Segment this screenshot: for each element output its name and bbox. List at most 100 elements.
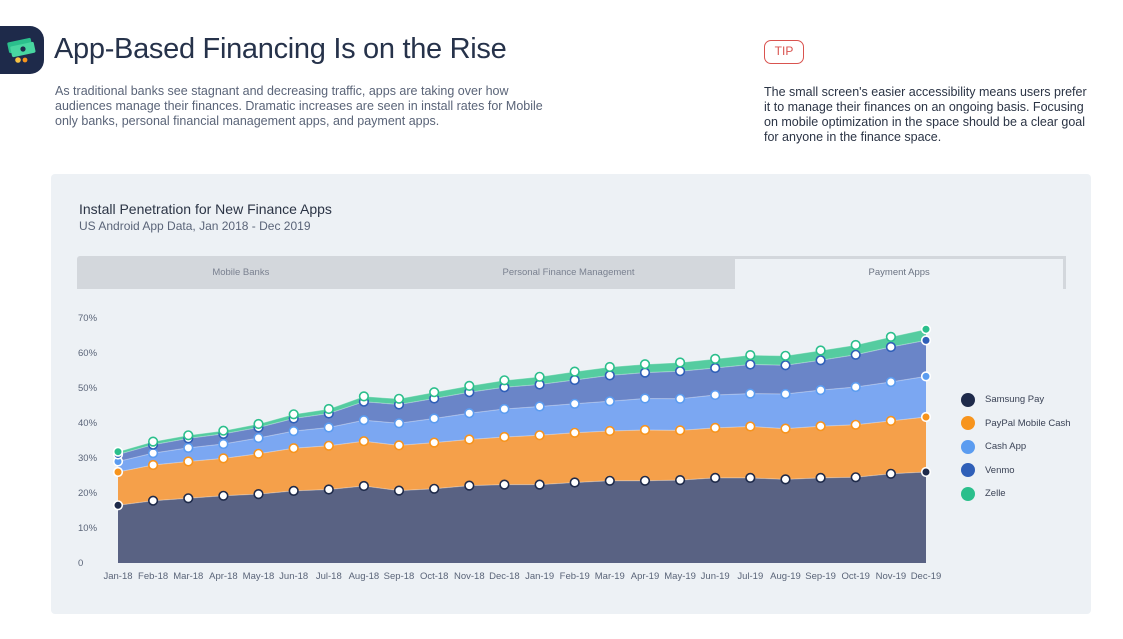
point-samsung-pay: [569, 477, 580, 488]
point-zelle: [288, 409, 299, 420]
point-samsung-pay: [147, 495, 159, 506]
point-zelle: [358, 391, 370, 402]
point-paypal-mobile-cash: [674, 425, 686, 436]
point-zelle: [183, 430, 194, 441]
point-venmo: [920, 335, 932, 346]
point-venmo: [674, 366, 686, 377]
legend-item-paypal-mobile-cash[interactable]: PayPal Mobile Cash: [961, 412, 1086, 436]
point-zelle: [639, 359, 651, 370]
point-paypal-mobile-cash: [885, 415, 897, 426]
point-samsung-pay: [850, 472, 861, 483]
point-zelle: [464, 380, 475, 391]
point-paypal-mobile-cash: [639, 424, 651, 436]
point-cash-app: [710, 389, 721, 401]
point-paypal-mobile-cash: [745, 421, 756, 432]
legend-swatch: [961, 486, 975, 501]
point-zelle: [147, 436, 159, 447]
tab-personal-finance-management[interactable]: Personal Finance Management: [502, 267, 635, 278]
legend-swatch: [961, 439, 975, 454]
point-cash-app: [183, 442, 194, 454]
x-tick-label: May-18: [243, 571, 275, 582]
x-tick-label: Feb-18: [138, 571, 168, 582]
point-samsung-pay: [534, 479, 545, 490]
point-paypal-mobile-cash: [464, 434, 475, 445]
point-zelle: [885, 331, 897, 342]
point-paypal-mobile-cash: [393, 440, 405, 451]
point-samsung-pay: [429, 483, 440, 494]
legend-item-venmo[interactable]: Venmo: [961, 459, 1086, 483]
legend-item-cash-app[interactable]: Cash App: [961, 435, 1086, 459]
point-cash-app: [499, 403, 510, 415]
point-paypal-mobile-cash: [218, 453, 229, 464]
line-zelle: [117, 328, 927, 453]
point-cash-app: [569, 398, 580, 409]
point-zelle: [850, 339, 861, 351]
point-paypal-mobile-cash: [112, 466, 124, 478]
x-tick-label: Aug-18: [349, 571, 380, 582]
point-cash-app: [429, 413, 440, 424]
point-samsung-pay: [253, 489, 264, 500]
point-paypal-mobile-cash: [147, 459, 159, 471]
point-samsung-pay: [358, 480, 370, 492]
point-paypal-mobile-cash: [499, 431, 510, 443]
x-tick-label: Apr-19: [631, 571, 660, 582]
point-cash-app: [288, 426, 299, 437]
point-zelle: [253, 418, 264, 430]
point-paypal-mobile-cash: [288, 443, 299, 454]
point-zelle: [815, 345, 826, 356]
legend-label: Zelle: [985, 488, 1006, 500]
legend-item-zelle[interactable]: Zelle: [961, 482, 1086, 506]
chart-title: Install Penetration for New Finance Apps: [79, 201, 332, 217]
point-samsung-pay: [288, 485, 299, 497]
y-tick-label: 0: [78, 558, 83, 569]
tab-mobile-banks[interactable]: Mobile Banks: [212, 267, 270, 278]
point-cash-app: [920, 371, 932, 382]
point-venmo: [885, 341, 897, 353]
area-venmo: [118, 340, 926, 462]
tip-badge: TIP: [764, 40, 804, 64]
chart-legend: Samsung Pay PayPal Mobile Cash Cash App …: [961, 388, 1086, 506]
point-paypal-mobile-cash: [604, 425, 615, 437]
line-cash-app: [117, 375, 927, 462]
tab-payment-apps[interactable]: Payment Apps: [732, 256, 1067, 289]
point-venmo: [815, 355, 826, 366]
point-paypal-mobile-cash: [323, 440, 334, 451]
area-samsung-pay: [118, 472, 926, 563]
point-paypal-mobile-cash: [920, 411, 932, 423]
x-tick-label: Mar-19: [595, 571, 625, 582]
y-tick-label: 50%: [78, 383, 98, 394]
point-cash-app: [674, 393, 686, 404]
point-zelle: [112, 446, 124, 457]
point-venmo: [710, 362, 721, 374]
point-samsung-pay: [604, 475, 615, 486]
x-tick-label: May-19: [664, 571, 696, 582]
point-zelle: [393, 393, 405, 404]
point-paypal-mobile-cash: [253, 448, 264, 459]
x-tick-label: Jul-18: [316, 571, 342, 582]
line-paypal-mobile-cash: [117, 416, 927, 473]
point-samsung-pay: [920, 466, 932, 478]
point-venmo: [850, 349, 861, 360]
point-samsung-pay: [710, 472, 721, 484]
point-cash-app: [815, 385, 826, 396]
x-tick-label: Dec-19: [911, 571, 942, 582]
point-cash-app: [218, 438, 229, 450]
point-zelle: [534, 371, 545, 382]
point-cash-app: [745, 388, 756, 399]
area-paypal-mobile-cash: [118, 417, 926, 506]
point-venmo: [569, 374, 580, 386]
x-tick-label: Nov-19: [876, 571, 907, 582]
point-venmo: [780, 360, 791, 371]
point-cash-app: [323, 422, 334, 433]
money-stack-icon: [7, 37, 36, 63]
point-cash-app: [358, 415, 370, 426]
point-venmo: [745, 359, 756, 370]
x-tick-label: Oct-19: [841, 571, 870, 582]
area-zelle: [118, 329, 926, 455]
legend-swatch: [961, 392, 975, 407]
point-paypal-mobile-cash: [780, 423, 791, 434]
point-samsung-pay: [464, 480, 475, 491]
point-zelle: [674, 357, 686, 368]
legend-item-samsung-pay[interactable]: Samsung Pay: [961, 388, 1086, 412]
x-tick-label: Sep-19: [805, 571, 836, 582]
